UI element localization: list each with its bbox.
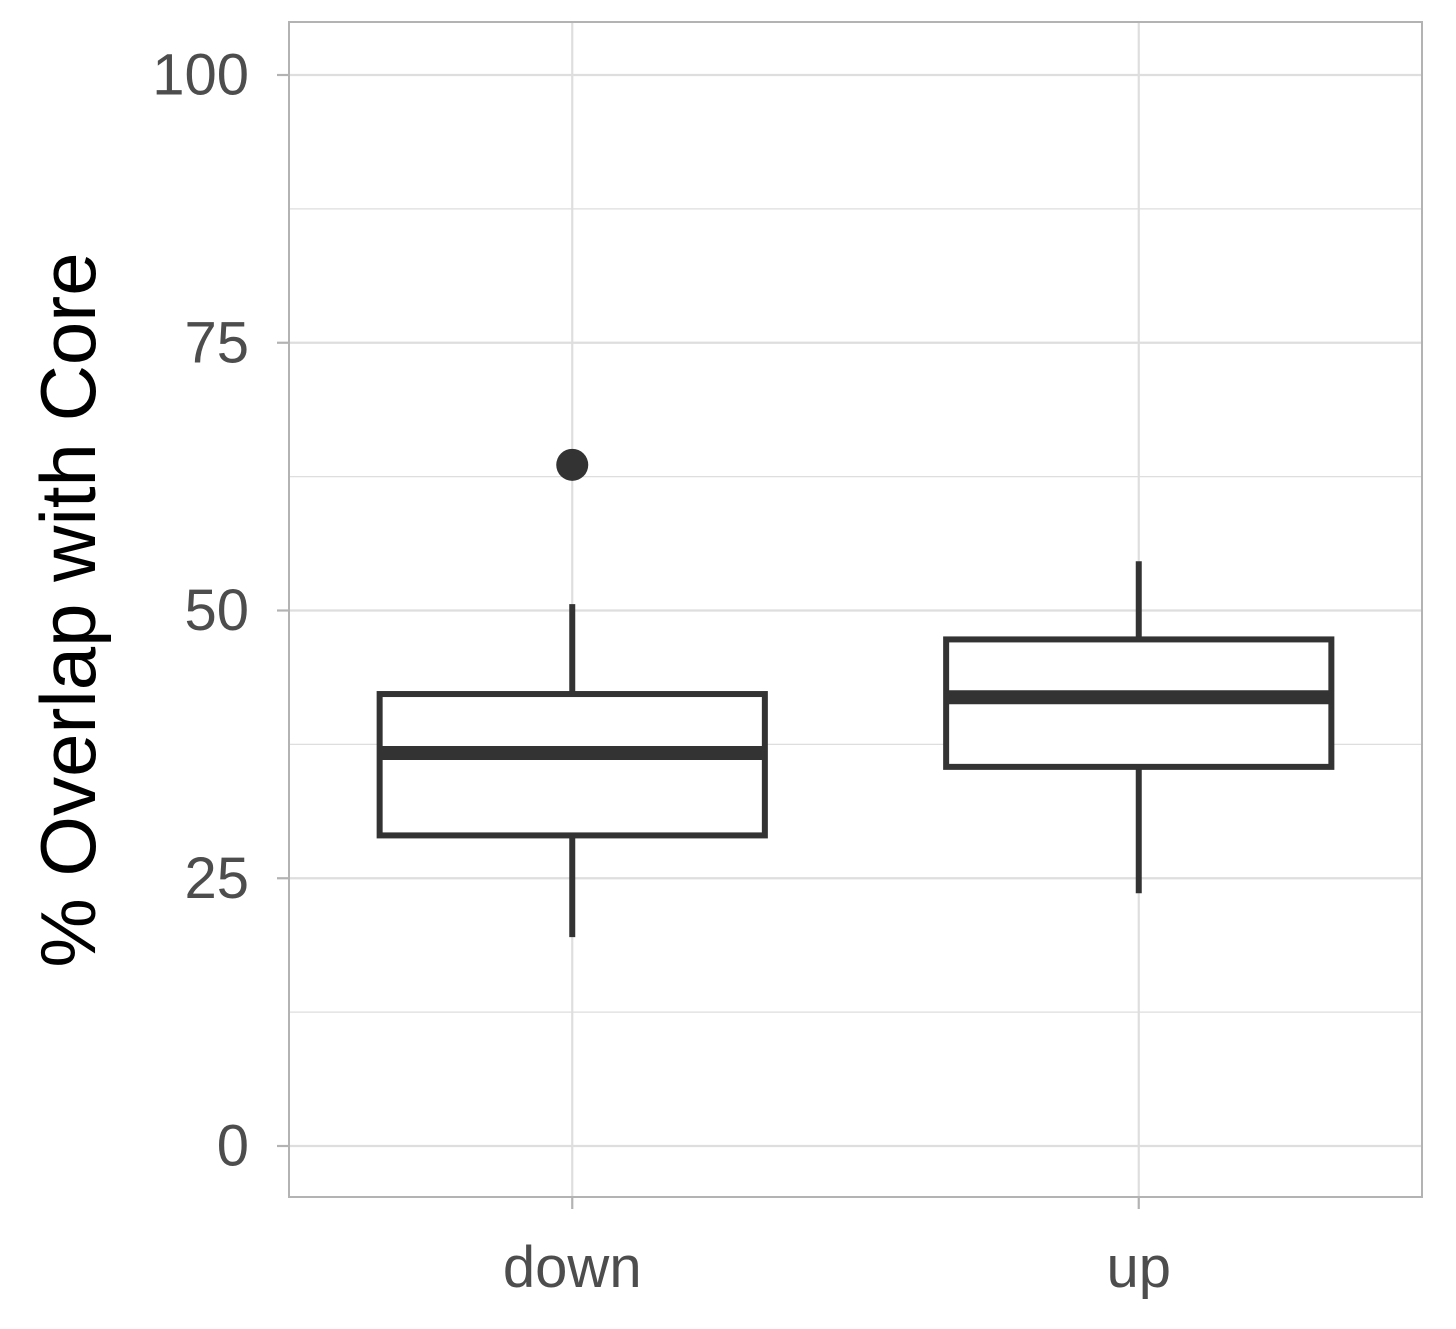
grid-lines (289, 22, 1422, 1197)
y-tick-label: 75 (184, 310, 249, 375)
box-iqr (376, 691, 768, 839)
x-tick-label: down (503, 1235, 642, 1300)
box-down (376, 448, 768, 938)
y-tick-label: 25 (184, 846, 249, 911)
y-tick-label: 0 (217, 1114, 249, 1179)
axes: 0 25 50 75 100 down up (152, 43, 1171, 1301)
y-tick-label: 50 (184, 578, 249, 643)
box-up (943, 561, 1335, 894)
y-axis-title: % Overlap with Core (24, 252, 112, 967)
outlier-point (556, 448, 589, 481)
box-plot-series (376, 448, 1335, 938)
y-tick-label: 100 (152, 43, 249, 108)
x-tick-label: up (1106, 1235, 1171, 1300)
